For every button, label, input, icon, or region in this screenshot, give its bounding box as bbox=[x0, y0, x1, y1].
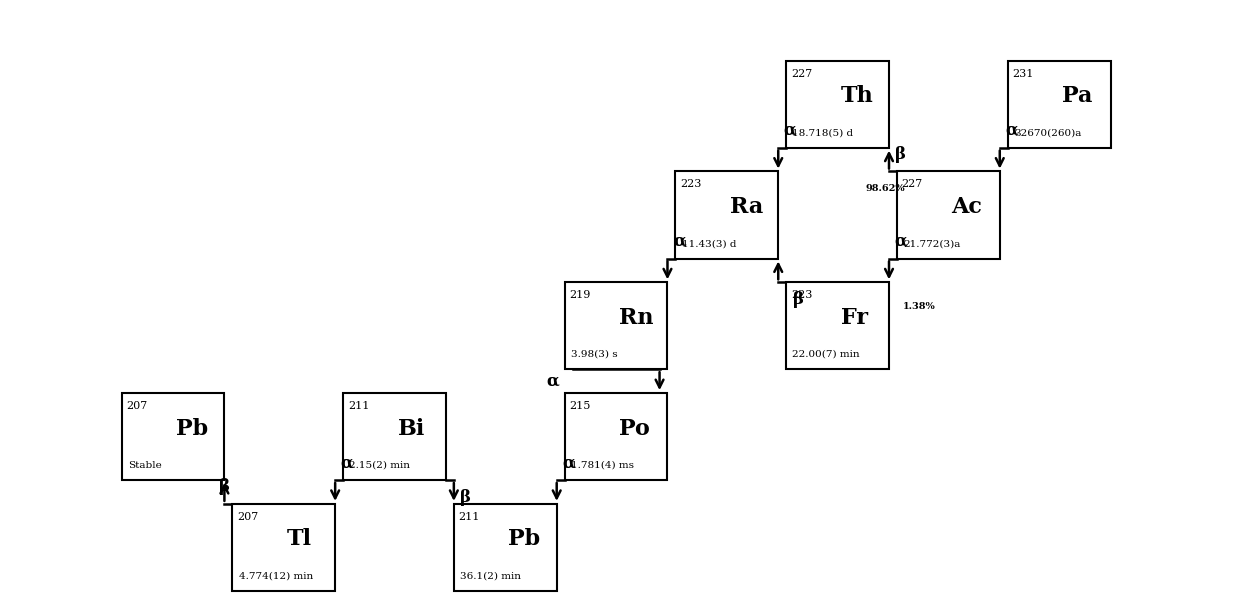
Text: 215: 215 bbox=[569, 401, 590, 411]
Text: α: α bbox=[341, 454, 353, 471]
Bar bbox=[343, 393, 446, 480]
Text: β: β bbox=[219, 478, 229, 495]
Text: Ra: Ra bbox=[730, 196, 764, 218]
Text: β: β bbox=[792, 291, 804, 308]
Text: 231: 231 bbox=[1012, 69, 1034, 78]
Text: 223: 223 bbox=[680, 179, 702, 189]
Text: 211: 211 bbox=[459, 512, 480, 521]
Text: α: α bbox=[673, 233, 686, 250]
Bar bbox=[786, 61, 889, 147]
Text: 2.15(2) min: 2.15(2) min bbox=[350, 461, 410, 470]
Bar bbox=[1008, 61, 1111, 147]
Text: 21.772(3)a: 21.772(3)a bbox=[903, 239, 961, 248]
Text: 11.43(3) d: 11.43(3) d bbox=[682, 239, 737, 248]
Text: 227: 227 bbox=[791, 69, 812, 78]
Text: α: α bbox=[547, 373, 559, 390]
Text: Tl: Tl bbox=[286, 528, 312, 550]
Bar bbox=[122, 393, 224, 480]
Text: α: α bbox=[784, 122, 796, 139]
Bar bbox=[232, 504, 335, 591]
Text: α: α bbox=[1006, 122, 1018, 139]
Text: 3.98(3) s: 3.98(3) s bbox=[570, 350, 618, 359]
Text: Pb: Pb bbox=[176, 417, 208, 439]
Text: β: β bbox=[895, 146, 906, 163]
Text: 32670(260)a: 32670(260)a bbox=[1014, 129, 1081, 138]
Text: 22.00(7) min: 22.00(7) min bbox=[792, 350, 861, 359]
Text: Rn: Rn bbox=[619, 307, 653, 329]
Text: 219: 219 bbox=[569, 290, 590, 300]
Text: 223: 223 bbox=[791, 290, 812, 300]
Text: Bi: Bi bbox=[398, 417, 425, 439]
Text: 227: 227 bbox=[901, 179, 923, 189]
Text: 36.1(2) min: 36.1(2) min bbox=[460, 572, 521, 581]
Bar bbox=[564, 393, 667, 480]
Bar bbox=[786, 282, 889, 369]
Text: Th: Th bbox=[841, 85, 873, 107]
Text: Ac: Ac bbox=[951, 196, 982, 218]
Text: 1.38%: 1.38% bbox=[903, 302, 936, 310]
Text: 18.718(5) d: 18.718(5) d bbox=[792, 129, 853, 138]
Text: α: α bbox=[894, 233, 908, 250]
Text: 207: 207 bbox=[237, 512, 258, 521]
Bar bbox=[564, 282, 667, 369]
Text: 211: 211 bbox=[348, 401, 370, 411]
Text: 4.774(12) min: 4.774(12) min bbox=[238, 572, 312, 581]
Text: Pb: Pb bbox=[508, 528, 541, 550]
Text: Stable: Stable bbox=[128, 461, 161, 470]
Bar bbox=[897, 171, 999, 258]
Text: α: α bbox=[562, 454, 575, 471]
Bar bbox=[454, 504, 557, 591]
Text: Pa: Pa bbox=[1063, 85, 1092, 107]
Text: 98.62%: 98.62% bbox=[866, 184, 905, 193]
Text: Fr: Fr bbox=[841, 307, 868, 329]
Text: β: β bbox=[460, 489, 471, 506]
Text: 207: 207 bbox=[126, 401, 148, 411]
Text: Po: Po bbox=[619, 417, 650, 439]
Text: 1.781(4) ms: 1.781(4) ms bbox=[570, 461, 634, 470]
Bar bbox=[676, 171, 779, 258]
